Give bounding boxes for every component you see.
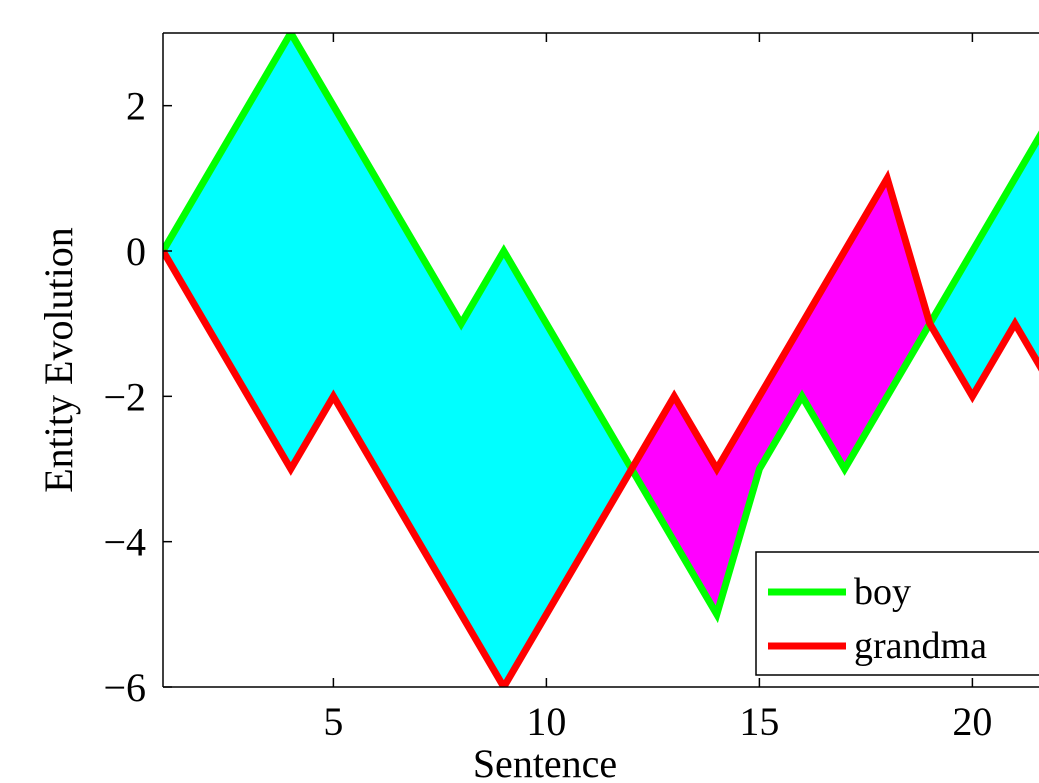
y-tick-label: −4 bbox=[103, 520, 146, 565]
fill-segment bbox=[588, 394, 633, 544]
fill-segment bbox=[759, 322, 803, 471]
fill-segment bbox=[631, 394, 675, 544]
legend-box bbox=[755, 551, 1039, 676]
fill-regions bbox=[163, 33, 1039, 687]
y-axis-label: Entity Evolution bbox=[36, 227, 81, 493]
legend-label-grandma: grandma bbox=[854, 625, 987, 667]
axes bbox=[162, 32, 1039, 688]
fill-segment bbox=[546, 322, 590, 616]
x-tick-label: 5 bbox=[323, 699, 343, 744]
fill-segment bbox=[418, 249, 462, 616]
y-tick-label: 2 bbox=[126, 84, 146, 129]
x-axis-label: Sentence bbox=[473, 741, 617, 783]
fill-segment bbox=[929, 249, 973, 398]
fill-segment bbox=[375, 176, 420, 544]
fill-segment bbox=[1014, 136, 1039, 366]
y-tick-label: −2 bbox=[103, 374, 146, 419]
x-tick-label: 10 bbox=[526, 699, 566, 744]
series-line-boy bbox=[163, 33, 1039, 624]
y-tick-label: 0 bbox=[126, 229, 146, 274]
legend-label-boy: boy bbox=[854, 571, 911, 613]
legend: boy grandma bbox=[755, 551, 1039, 676]
series-lines bbox=[163, 33, 1039, 687]
y-tick-label: −6 bbox=[103, 665, 146, 710]
fill-segment bbox=[844, 176, 888, 471]
x-tick-label: 15 bbox=[739, 699, 779, 744]
tick-labels: 5 10 15 20 −6 −4 −2 0 2 bbox=[103, 84, 992, 744]
fill-segment bbox=[205, 104, 249, 398]
series-line-grandma bbox=[163, 169, 1039, 687]
fill-segment bbox=[332, 104, 377, 471]
x-tick-label: 20 bbox=[952, 699, 992, 744]
